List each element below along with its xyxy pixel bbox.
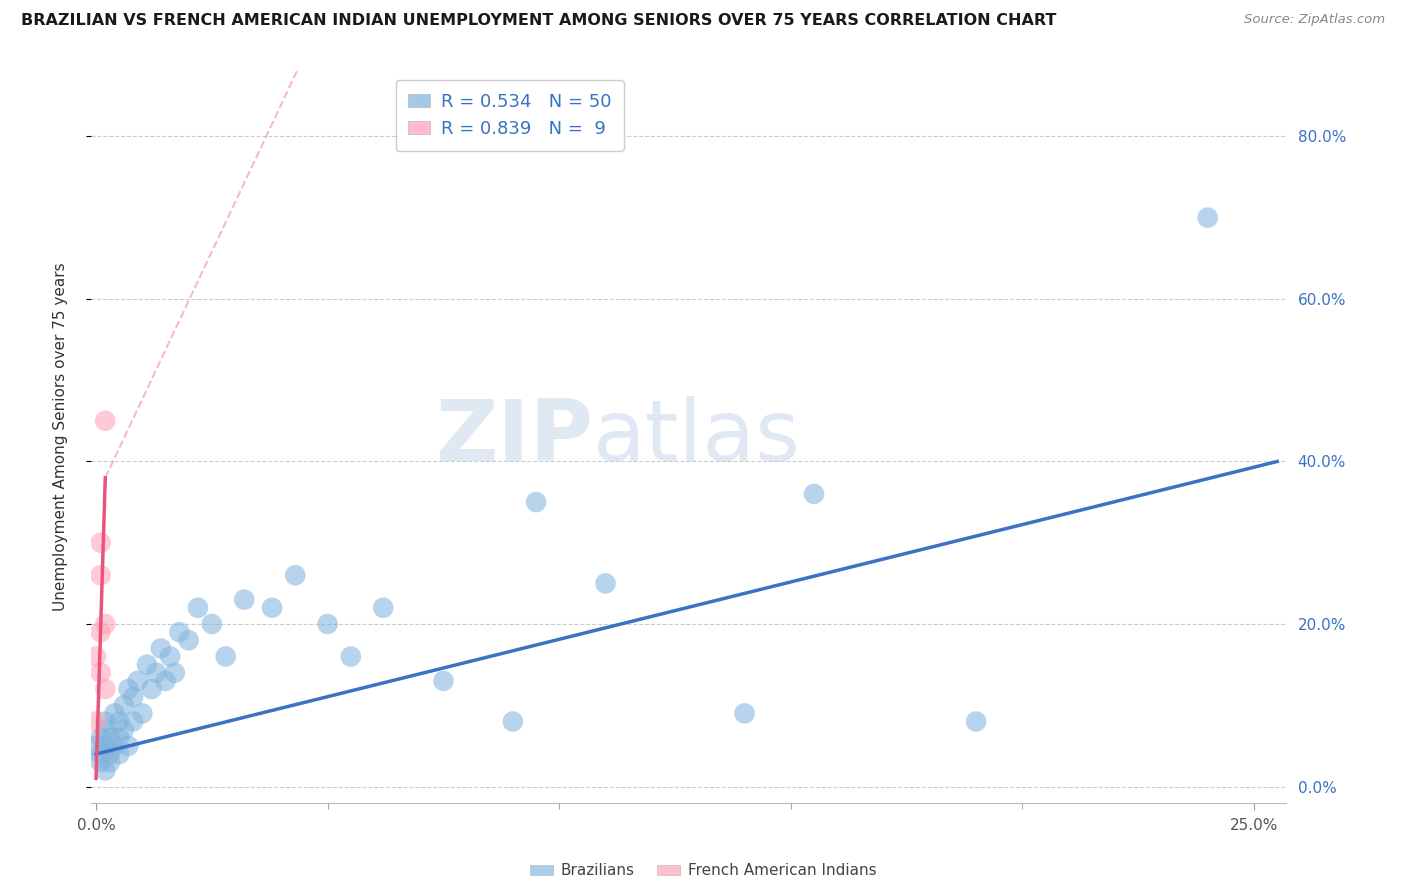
Point	[734, 706, 756, 721]
Point	[84, 714, 107, 729]
Point	[149, 641, 172, 656]
Point	[316, 617, 339, 632]
Point	[98, 755, 121, 769]
Point	[141, 681, 163, 696]
Point	[94, 617, 117, 632]
Point	[103, 706, 125, 721]
Point	[90, 747, 112, 761]
Point	[159, 649, 181, 664]
Point	[112, 723, 135, 737]
Point	[108, 714, 131, 729]
Point	[502, 714, 524, 729]
Point	[84, 649, 107, 664]
Y-axis label: Unemployment Among Seniors over 75 years: Unemployment Among Seniors over 75 years	[53, 263, 67, 611]
Point	[260, 600, 283, 615]
Point	[169, 625, 191, 640]
Point	[90, 665, 112, 680]
Point	[90, 731, 112, 745]
Text: BRAZILIAN VS FRENCH AMERICAN INDIAN UNEMPLOYMENT AMONG SENIORS OVER 75 YEARS COR: BRAZILIAN VS FRENCH AMERICAN INDIAN UNEM…	[21, 13, 1056, 29]
Point	[117, 739, 139, 753]
Point	[233, 592, 256, 607]
Point	[339, 649, 361, 664]
Point	[94, 723, 117, 737]
Point	[284, 568, 307, 582]
Point	[98, 747, 121, 761]
Point	[90, 755, 112, 769]
Point	[136, 657, 159, 672]
Text: Source: ZipAtlas.com: Source: ZipAtlas.com	[1244, 13, 1385, 27]
Point	[103, 739, 125, 753]
Point	[90, 535, 112, 549]
Point	[1197, 211, 1219, 225]
Point	[108, 731, 131, 745]
Point	[98, 731, 121, 745]
Point	[201, 617, 224, 632]
Point	[94, 764, 117, 778]
Point	[595, 576, 617, 591]
Point	[90, 625, 112, 640]
Text: atlas: atlas	[593, 395, 801, 479]
Point	[803, 487, 825, 501]
Point	[155, 673, 177, 688]
Point	[122, 690, 145, 705]
Point	[94, 714, 117, 729]
Point	[145, 665, 167, 680]
Point	[112, 698, 135, 713]
Point	[373, 600, 395, 615]
Point	[524, 495, 547, 509]
Point	[131, 706, 153, 721]
Legend: Brazilians, French American Indians: Brazilians, French American Indians	[523, 857, 883, 884]
Point	[965, 714, 987, 729]
Point	[122, 714, 145, 729]
Point	[90, 568, 112, 582]
Point	[187, 600, 209, 615]
Point	[215, 649, 238, 664]
Point	[108, 747, 131, 761]
Point	[163, 665, 186, 680]
Text: ZIP: ZIP	[436, 395, 593, 479]
Point	[117, 681, 139, 696]
Point	[127, 673, 149, 688]
Point	[94, 681, 117, 696]
Legend: R = 0.534   N = 50, R = 0.839   N =  9: R = 0.534 N = 50, R = 0.839 N = 9	[395, 80, 624, 151]
Point	[94, 739, 117, 753]
Point	[432, 673, 454, 688]
Point	[177, 633, 200, 648]
Point	[84, 739, 107, 753]
Point	[94, 414, 117, 428]
